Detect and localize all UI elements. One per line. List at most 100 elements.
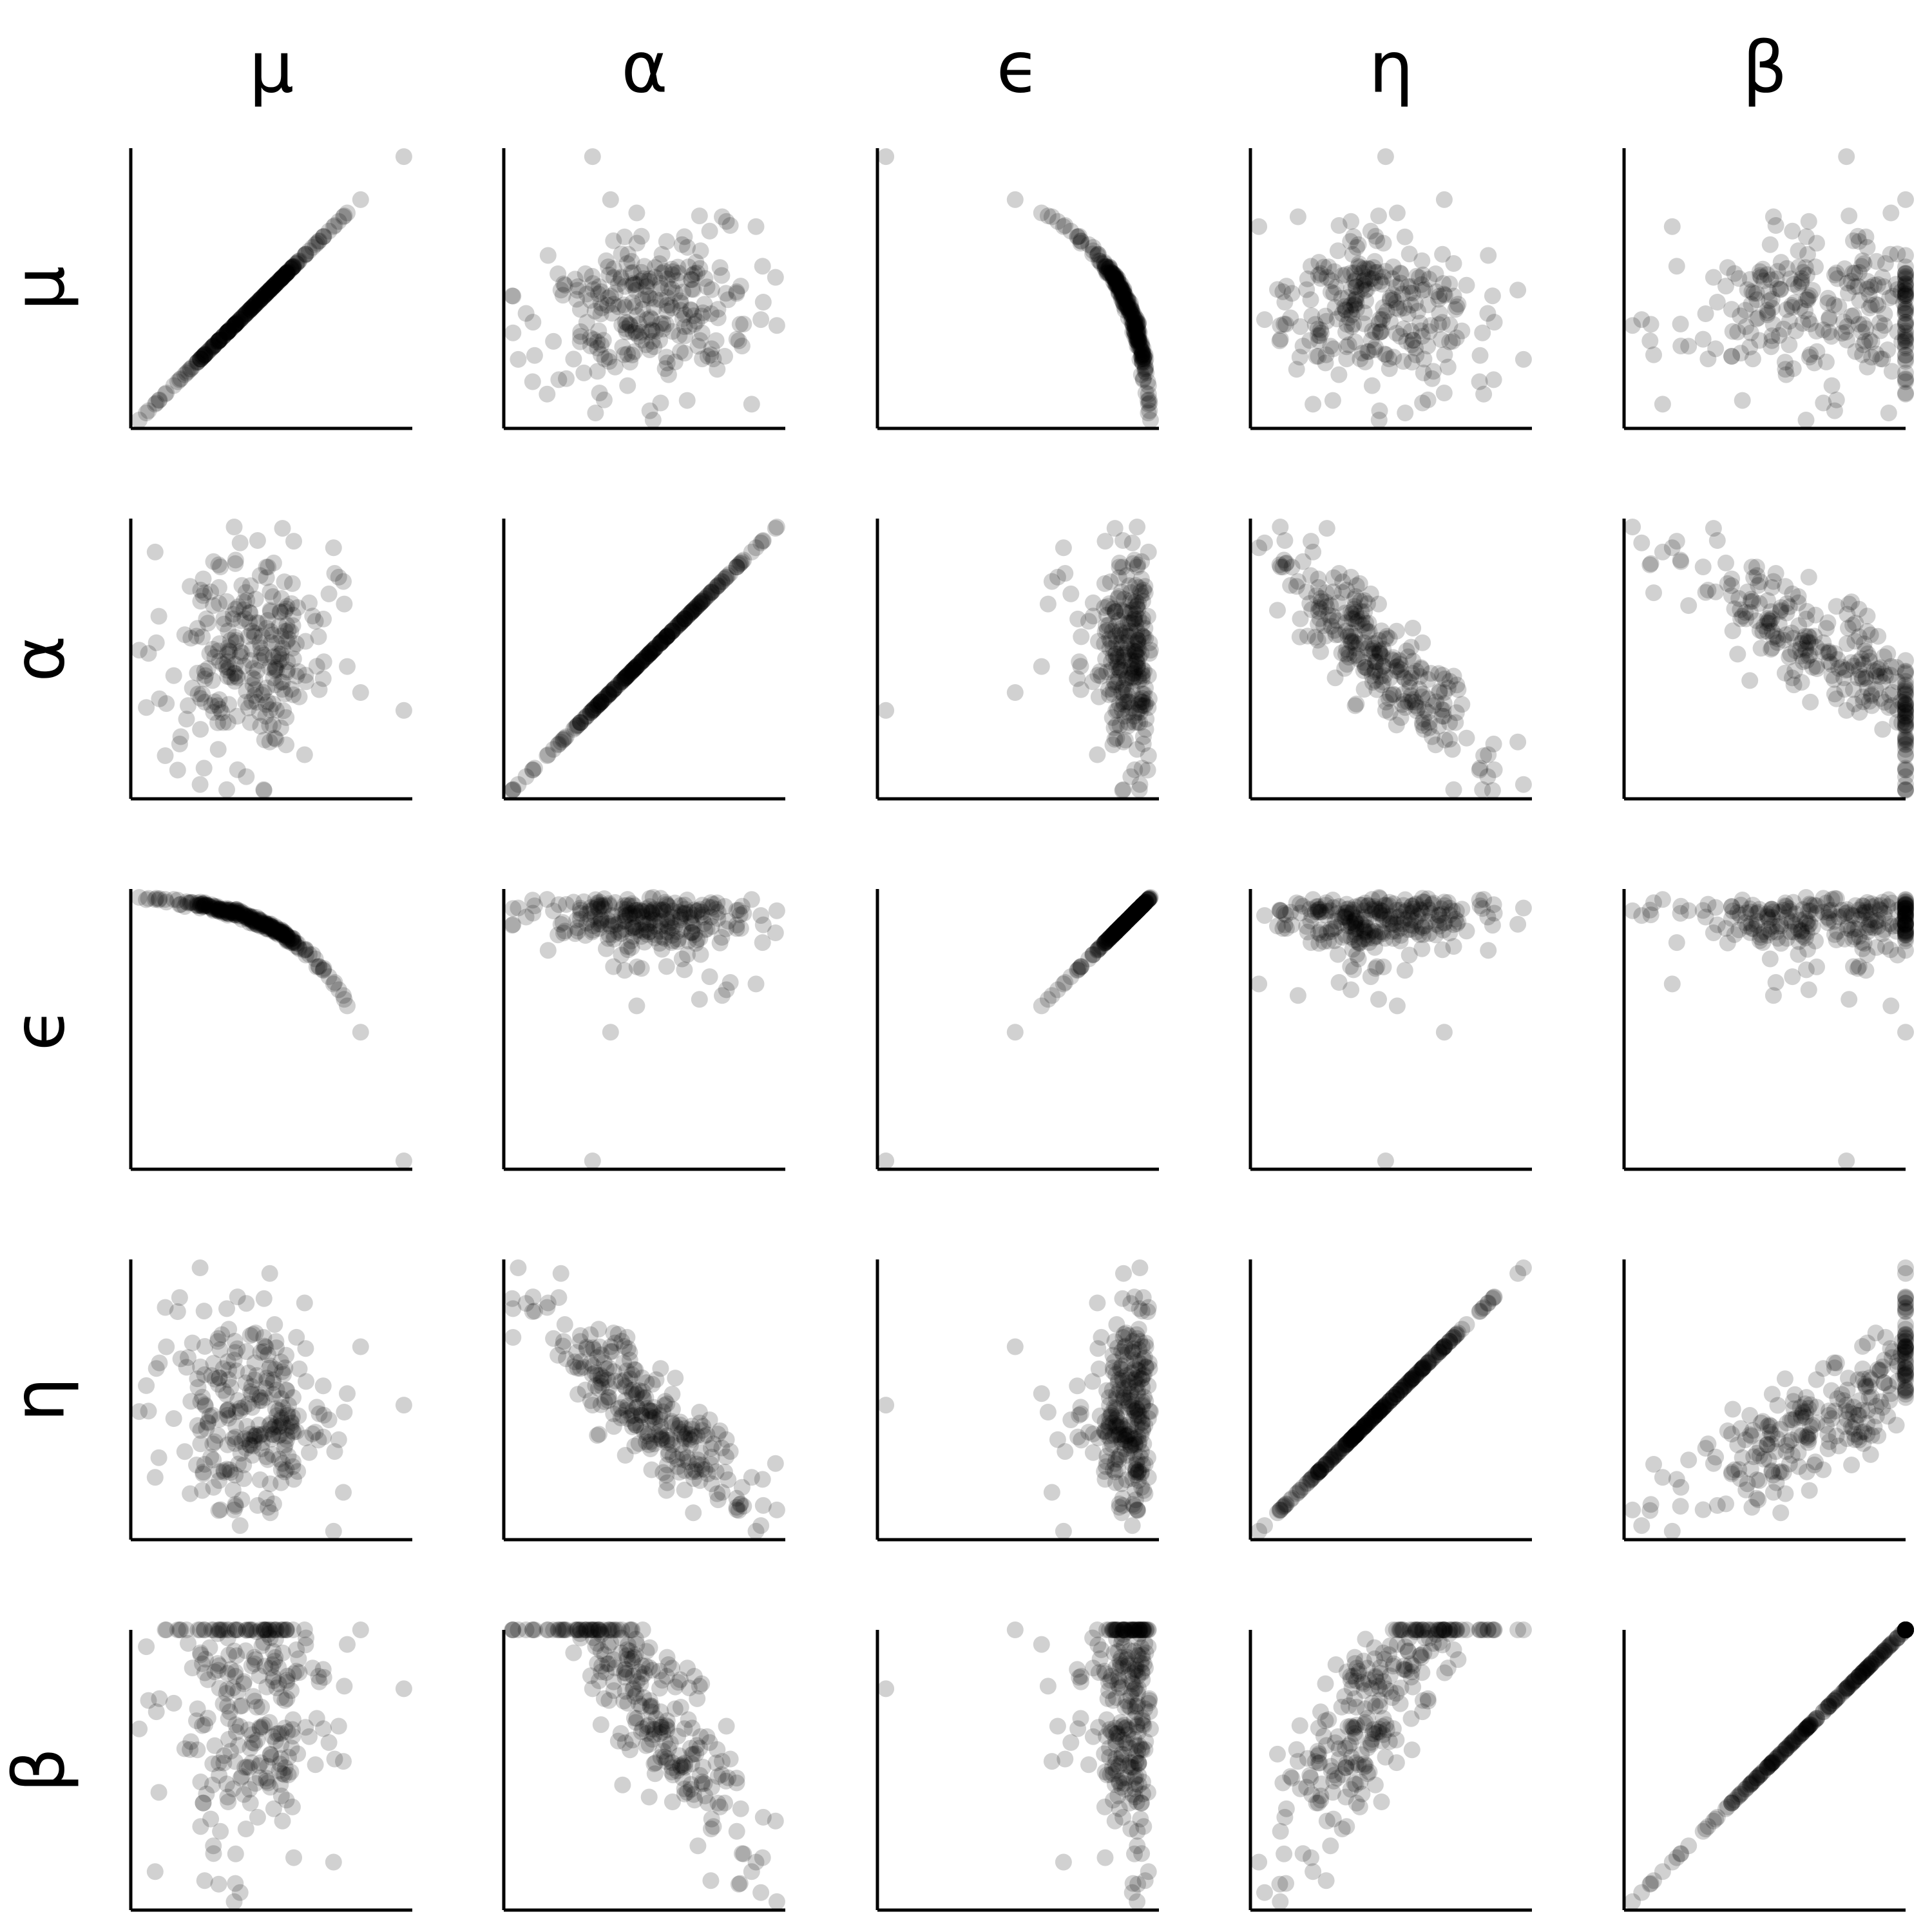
- data-point: [571, 333, 589, 350]
- data-point: [510, 1259, 527, 1276]
- data-point: [1353, 264, 1371, 282]
- data-point: [211, 653, 228, 670]
- panel-alpha-vs-eta: [1248, 519, 1532, 801]
- data-point: [694, 350, 711, 368]
- data-point: [669, 1451, 686, 1468]
- data-point: [1859, 273, 1877, 290]
- data-point: [201, 645, 218, 662]
- data-point: [600, 289, 617, 307]
- data-point: [1435, 191, 1453, 208]
- data-point: [612, 270, 629, 287]
- data-point: [647, 291, 664, 308]
- data-point: [1129, 1464, 1147, 1481]
- data-point: [1404, 285, 1422, 301]
- data-point: [1897, 316, 1914, 333]
- data-point: [1116, 296, 1134, 314]
- data-point: [178, 364, 195, 381]
- data-point: [298, 245, 314, 263]
- scatter-points: [1624, 519, 1914, 799]
- data-point: [674, 311, 691, 328]
- data-point: [1897, 338, 1914, 355]
- data-point: [1745, 285, 1763, 302]
- data-point: [1802, 693, 1819, 711]
- data-point: [1371, 311, 1388, 328]
- data-point: [1672, 897, 1690, 915]
- data-point: [1479, 908, 1497, 926]
- data-point: [262, 1475, 279, 1493]
- data-point: [1271, 556, 1288, 573]
- data-point: [1039, 1404, 1057, 1420]
- data-point: [1128, 312, 1145, 330]
- data-point: [1348, 287, 1365, 304]
- data-point: [1866, 276, 1883, 294]
- data-point: [1800, 311, 1817, 328]
- data-point: [195, 587, 212, 604]
- data-point: [517, 305, 535, 322]
- data-point: [1096, 258, 1114, 275]
- data-point: [1897, 276, 1914, 294]
- data-point: [1645, 346, 1662, 363]
- data-point: [140, 1402, 157, 1420]
- data-point: [676, 345, 693, 362]
- data-point: [1797, 627, 1814, 645]
- data-point: [1118, 296, 1135, 314]
- data-point: [1340, 309, 1357, 327]
- data-point: [244, 299, 261, 316]
- data-point: [638, 278, 655, 295]
- data-point: [297, 245, 314, 263]
- data-point: [171, 735, 188, 752]
- data-point: [1889, 281, 1906, 298]
- data-point: [197, 345, 214, 363]
- data-point: [1348, 577, 1365, 595]
- data-point: [565, 350, 582, 368]
- data-point: [687, 1463, 705, 1480]
- data-point: [1107, 270, 1125, 287]
- data-point: [1897, 265, 1914, 282]
- data-point: [198, 345, 215, 362]
- data-point: [1310, 599, 1328, 617]
- data-point: [671, 292, 689, 309]
- data-point: [1855, 316, 1872, 333]
- data-point: [1729, 323, 1746, 341]
- data-point: [1033, 1385, 1050, 1402]
- data-point: [192, 582, 209, 598]
- data-point: [589, 340, 606, 357]
- data-point: [1340, 336, 1357, 354]
- data-point: [1129, 323, 1145, 341]
- data-point: [1480, 247, 1497, 264]
- data-point: [728, 285, 745, 302]
- data-point: [1347, 291, 1364, 308]
- data-point: [1705, 269, 1722, 286]
- scatter-points: [131, 889, 412, 1169]
- data-point: [241, 604, 258, 621]
- data-point: [194, 349, 211, 366]
- data-point: [1098, 263, 1116, 280]
- data-point: [1447, 301, 1464, 318]
- data-point: [1372, 273, 1389, 290]
- column-label-mu: μ: [249, 26, 294, 108]
- data-point: [1129, 320, 1147, 338]
- data-point: [1348, 301, 1365, 318]
- data-point: [1371, 890, 1388, 907]
- data-point: [630, 328, 647, 345]
- data-point: [1419, 338, 1437, 355]
- data-point: [1093, 255, 1110, 272]
- data-point: [264, 278, 282, 296]
- data-point: [1129, 330, 1146, 348]
- data-point: [558, 370, 575, 387]
- data-point: [1140, 396, 1157, 413]
- data-point: [288, 635, 305, 653]
- data-point: [1839, 274, 1856, 292]
- data-point: [641, 402, 658, 419]
- data-point: [568, 291, 586, 308]
- data-point: [1124, 1517, 1141, 1535]
- data-point: [524, 373, 541, 390]
- data-point: [1641, 901, 1659, 919]
- panel-alpha-vs-beta: [1622, 519, 1914, 801]
- data-point: [262, 280, 280, 298]
- data-point: [1668, 934, 1685, 952]
- data-point: [1106, 269, 1124, 286]
- data-point: [1763, 327, 1781, 345]
- data-point: [236, 610, 254, 627]
- data-point: [1759, 266, 1776, 283]
